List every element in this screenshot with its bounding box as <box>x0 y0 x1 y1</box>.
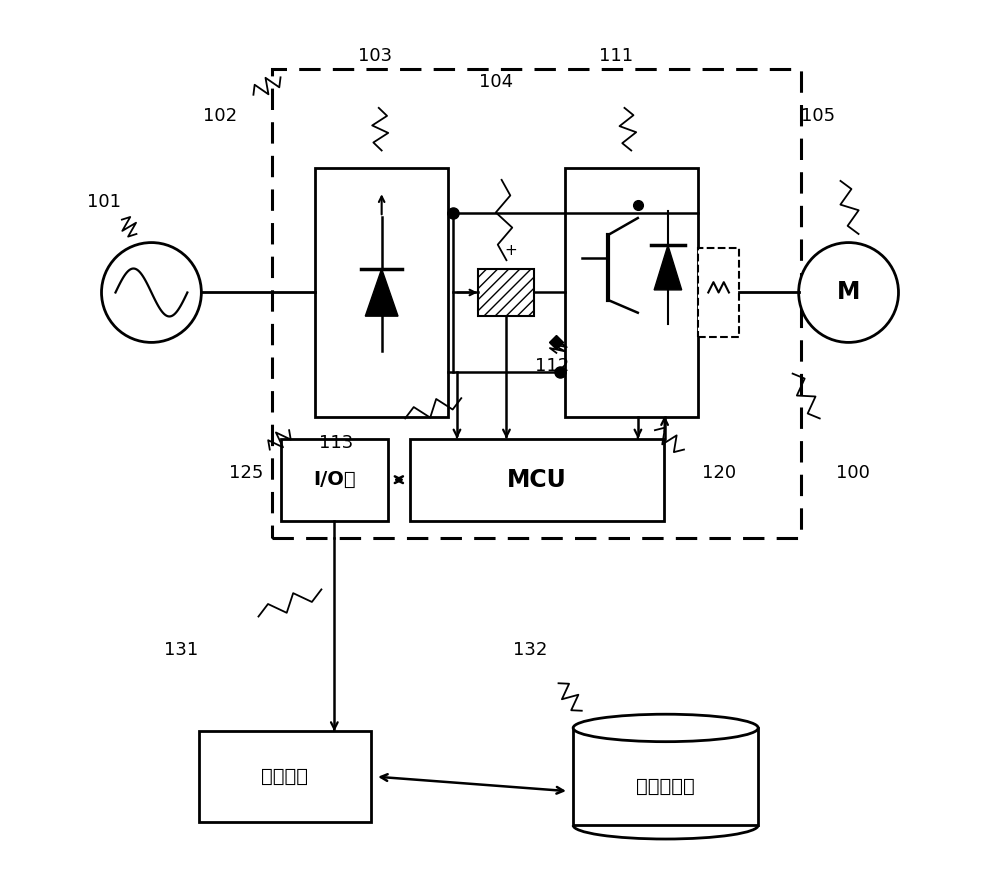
Text: 131: 131 <box>164 640 199 659</box>
Circle shape <box>799 242 898 342</box>
Text: MCU: MCU <box>507 468 566 492</box>
Text: 112: 112 <box>535 356 569 375</box>
Text: 101: 101 <box>87 193 121 211</box>
Text: 外部网络: 外部网络 <box>261 767 308 786</box>
Text: 100: 100 <box>836 464 870 482</box>
Ellipse shape <box>573 714 758 741</box>
Text: 104: 104 <box>479 73 513 90</box>
Text: 125: 125 <box>229 464 263 482</box>
Bar <box>573 728 758 826</box>
Bar <box>315 168 448 417</box>
Text: +: + <box>504 243 517 258</box>
Bar <box>272 69 801 538</box>
Polygon shape <box>654 245 682 290</box>
Text: I/O部: I/O部 <box>313 470 356 489</box>
Polygon shape <box>365 269 398 316</box>
Text: 113: 113 <box>319 434 354 452</box>
Bar <box>199 732 371 822</box>
Text: 信息服务器: 信息服务器 <box>636 777 695 796</box>
Text: 103: 103 <box>358 47 392 65</box>
Text: M: M <box>837 281 860 304</box>
Text: 132: 132 <box>513 640 547 659</box>
Bar <box>281 439 388 521</box>
Bar <box>565 168 698 417</box>
Text: 105: 105 <box>801 107 836 125</box>
Text: 102: 102 <box>203 107 237 125</box>
Bar <box>698 248 739 337</box>
Text: 120: 120 <box>702 464 737 482</box>
Bar <box>478 269 534 316</box>
Bar <box>410 439 664 521</box>
Circle shape <box>102 242 201 342</box>
Text: 111: 111 <box>599 47 633 65</box>
